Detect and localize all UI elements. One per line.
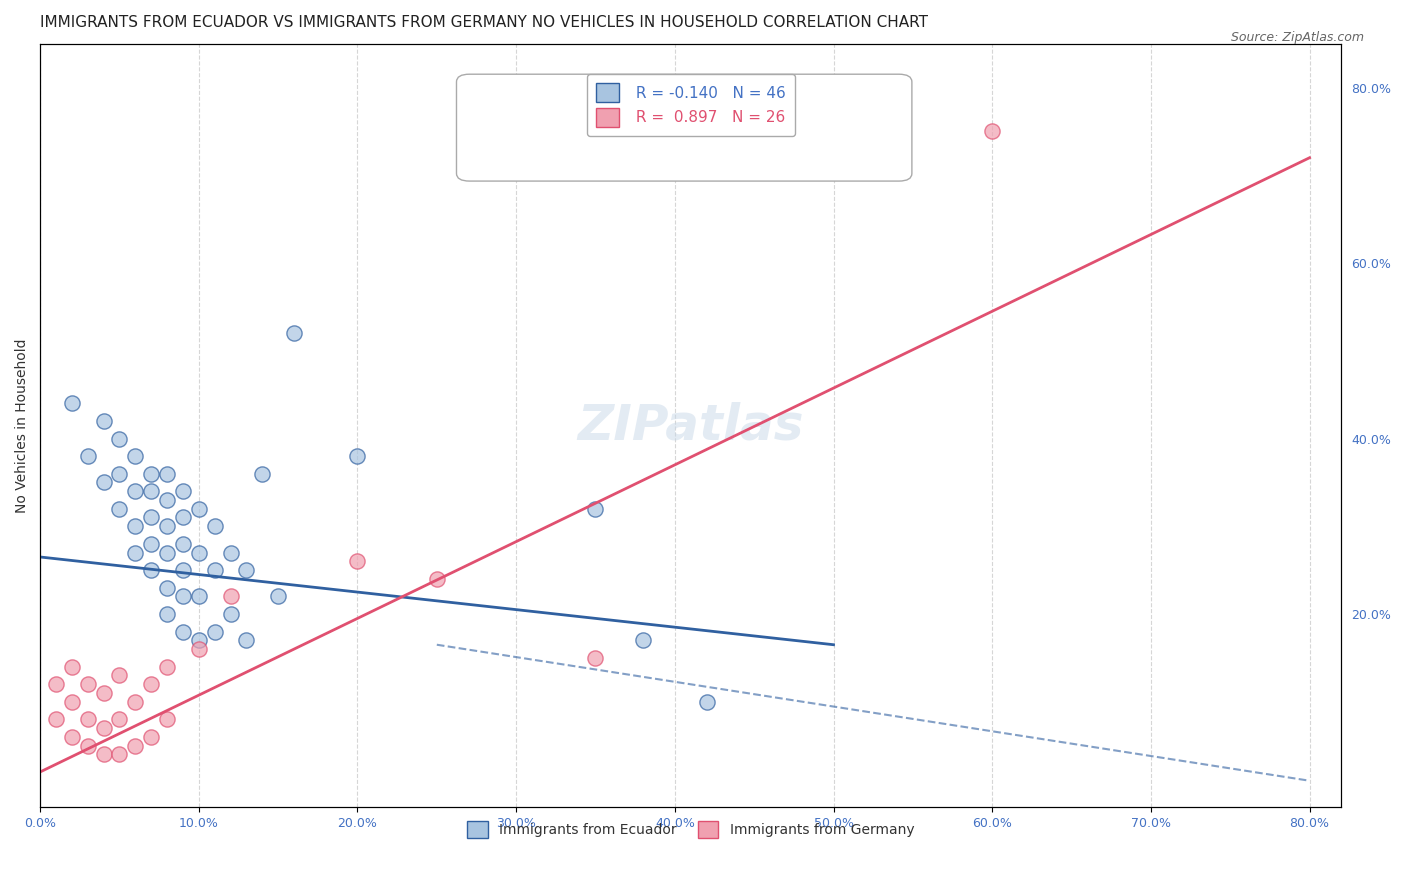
Point — [141, 563, 163, 577]
Point — [156, 607, 179, 621]
Point — [696, 695, 718, 709]
Point — [187, 501, 209, 516]
Point — [187, 633, 209, 648]
Point — [76, 449, 98, 463]
Point — [93, 721, 115, 735]
Point — [141, 484, 163, 499]
Point — [187, 642, 209, 657]
Point — [267, 590, 290, 604]
Point — [187, 590, 209, 604]
Legend: Immigrants from Ecuador, Immigrants from Germany: Immigrants from Ecuador, Immigrants from… — [458, 813, 922, 846]
Point — [45, 712, 67, 726]
Point — [60, 659, 83, 673]
Point — [156, 519, 179, 533]
Point — [235, 563, 257, 577]
Point — [141, 467, 163, 481]
Point — [124, 545, 146, 559]
Point — [108, 712, 131, 726]
Point — [93, 475, 115, 490]
Point — [60, 730, 83, 744]
Point — [141, 510, 163, 524]
Point — [156, 581, 179, 595]
Y-axis label: No Vehicles in Household: No Vehicles in Household — [15, 338, 30, 513]
Point — [124, 695, 146, 709]
Point — [204, 624, 226, 639]
Point — [76, 712, 98, 726]
Point — [108, 501, 131, 516]
Point — [124, 739, 146, 753]
Text: Source: ZipAtlas.com: Source: ZipAtlas.com — [1230, 31, 1364, 45]
Point — [585, 501, 607, 516]
Point — [60, 695, 83, 709]
Point — [346, 554, 368, 568]
Point — [172, 624, 194, 639]
Point — [124, 519, 146, 533]
Point — [93, 686, 115, 700]
Point — [172, 563, 194, 577]
Point — [76, 739, 98, 753]
Point — [981, 124, 1004, 138]
Point — [187, 545, 209, 559]
Point — [235, 633, 257, 648]
Point — [108, 747, 131, 762]
Point — [172, 537, 194, 551]
Point — [156, 492, 179, 507]
Point — [156, 467, 179, 481]
Point — [219, 545, 242, 559]
Point — [172, 590, 194, 604]
Point — [156, 712, 179, 726]
Point — [585, 651, 607, 665]
Point — [172, 510, 194, 524]
Point — [156, 659, 179, 673]
Point — [426, 572, 449, 586]
Point — [141, 677, 163, 691]
Point — [204, 519, 226, 533]
Point — [93, 414, 115, 428]
Point — [45, 677, 67, 691]
FancyBboxPatch shape — [457, 74, 912, 181]
Point — [93, 747, 115, 762]
Point — [156, 545, 179, 559]
Point — [76, 677, 98, 691]
Point — [219, 607, 242, 621]
Point — [60, 396, 83, 410]
Point — [141, 730, 163, 744]
Text: ZIPatlas: ZIPatlas — [578, 401, 804, 450]
Point — [204, 563, 226, 577]
Point — [108, 432, 131, 446]
Point — [124, 449, 146, 463]
Point — [346, 449, 368, 463]
Point — [283, 326, 305, 341]
Point — [219, 590, 242, 604]
Point — [124, 484, 146, 499]
Point — [141, 537, 163, 551]
Point — [108, 467, 131, 481]
Point — [108, 668, 131, 682]
Point — [172, 484, 194, 499]
Point — [631, 633, 654, 648]
Text: IMMIGRANTS FROM ECUADOR VS IMMIGRANTS FROM GERMANY NO VEHICLES IN HOUSEHOLD CORR: IMMIGRANTS FROM ECUADOR VS IMMIGRANTS FR… — [41, 15, 928, 30]
Point — [252, 467, 274, 481]
